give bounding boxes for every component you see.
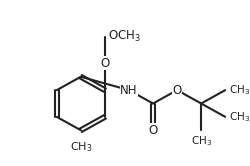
Text: NH: NH: [120, 84, 138, 97]
Text: OCH$_3$: OCH$_3$: [108, 29, 142, 44]
Text: CH$_3$: CH$_3$: [70, 140, 92, 154]
Text: CH$_3$: CH$_3$: [229, 110, 250, 124]
Text: CH$_3$: CH$_3$: [190, 134, 212, 148]
Text: O: O: [148, 124, 158, 137]
Text: CH$_3$: CH$_3$: [229, 83, 250, 97]
Text: O: O: [100, 57, 110, 70]
Text: O: O: [172, 84, 182, 97]
